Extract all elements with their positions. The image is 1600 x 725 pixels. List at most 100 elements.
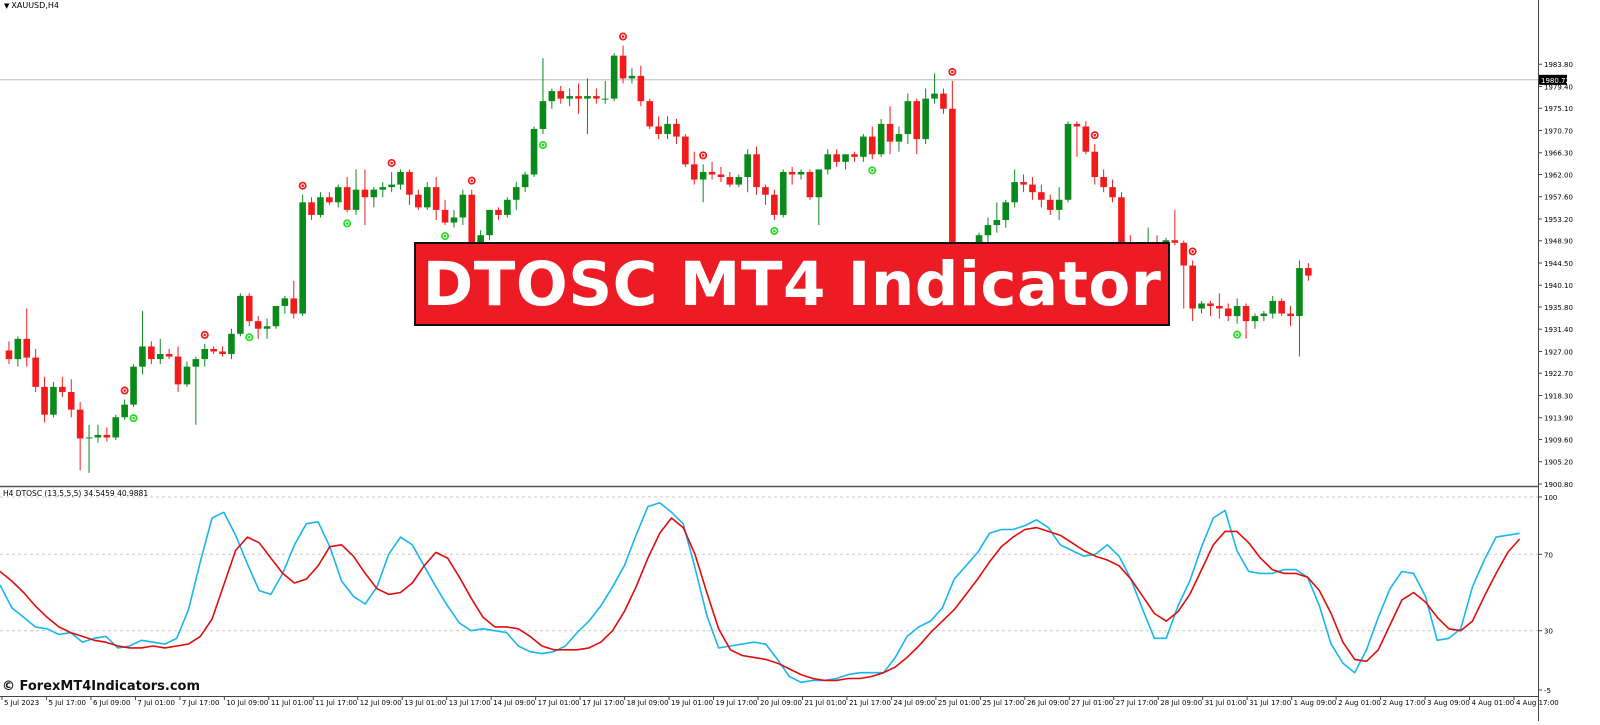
candle	[308, 197, 315, 221]
candle-body	[379, 187, 387, 190]
price-tick-label: 1957.60	[1544, 194, 1573, 202]
candle	[708, 161, 716, 180]
signal-dot	[699, 151, 708, 160]
candle-body	[895, 134, 903, 142]
candle	[299, 194, 306, 317]
candle-body	[699, 171, 707, 180]
current-price-tag	[1539, 74, 1567, 85]
candle-body	[1198, 303, 1205, 309]
candle-body	[575, 96, 582, 99]
candle	[664, 116, 671, 140]
candle-body	[406, 171, 413, 195]
candle	[1189, 260, 1196, 322]
candle-body	[806, 171, 814, 198]
title-banner: DTOSC MT4 Indicator	[414, 242, 1170, 326]
time-tick-label: 13 Jul 01:00	[404, 699, 446, 707]
candle-body	[397, 171, 404, 185]
candle-body	[1180, 242, 1188, 266]
candle-body	[726, 177, 734, 185]
candle	[450, 209, 458, 228]
candle	[32, 348, 39, 392]
candle-body	[877, 123, 885, 155]
candle	[601, 80, 609, 104]
candle-body	[539, 101, 547, 129]
candle-body	[664, 123, 671, 135]
candle	[228, 328, 235, 360]
sell-signal	[120, 386, 129, 395]
candle-body	[779, 171, 787, 215]
candle-body	[842, 154, 849, 162]
candle-body	[1038, 192, 1045, 200]
time-tick-label: 5 Jul 17:00	[48, 699, 86, 707]
signal-dot	[948, 67, 957, 76]
candle-body	[317, 197, 324, 215]
candle-body	[1118, 197, 1125, 246]
candle	[1269, 295, 1277, 319]
signal-ring	[300, 183, 305, 189]
price-tick-label: 1931.40	[1544, 326, 1573, 334]
candle	[174, 346, 182, 392]
candle	[1073, 121, 1081, 157]
candle	[753, 146, 760, 195]
candle-body	[735, 177, 743, 185]
candle-body	[299, 202, 306, 314]
candle	[1091, 144, 1099, 185]
candle-body	[415, 194, 422, 208]
candle	[290, 280, 298, 319]
buy-signal	[245, 333, 254, 342]
candle-body	[41, 386, 48, 415]
signal-dot	[770, 227, 779, 236]
candle	[406, 169, 413, 205]
time-tick-label: 17 Jul 01:00	[538, 699, 580, 707]
candle-body	[628, 75, 636, 79]
time-tick-label: 12 Jul 09:00	[360, 699, 402, 707]
candle	[610, 53, 618, 102]
candle-body	[949, 108, 956, 271]
candle-body	[23, 338, 31, 358]
collapse-triangle-icon: ▼	[4, 2, 10, 10]
candle-body	[281, 298, 289, 306]
candle-body	[1305, 268, 1312, 276]
signal-ring	[620, 34, 626, 39]
time-tick-label: 5 Jul 2023	[4, 699, 39, 707]
time-tick-label: 4 Aug 17:00	[1516, 699, 1559, 707]
candle-body	[50, 386, 57, 415]
signal-dot	[245, 333, 254, 342]
candle-body	[1296, 268, 1303, 317]
candle	[673, 118, 680, 145]
candle-body	[326, 197, 333, 203]
candle	[993, 202, 1001, 233]
candle	[237, 293, 244, 337]
candle	[886, 106, 894, 155]
signal-ring	[950, 69, 955, 75]
candle	[139, 311, 146, 375]
candle-body	[504, 199, 511, 215]
signal-ring	[469, 178, 475, 183]
candle-body	[1082, 126, 1090, 152]
candle-body	[334, 187, 342, 203]
candle	[1296, 260, 1303, 357]
dtosc-fast-line	[0, 501, 1520, 684]
candle-body	[904, 101, 912, 135]
candle-body	[85, 437, 93, 439]
candle	[779, 169, 787, 218]
candle	[548, 88, 556, 109]
candle-body	[165, 354, 173, 357]
signal-ring	[246, 334, 252, 340]
candle	[868, 126, 876, 160]
candle-body	[1233, 305, 1241, 317]
sell-signal	[619, 32, 628, 41]
candle	[379, 182, 387, 198]
candle-body	[5, 350, 13, 360]
time-tick-label: 4 Aug 01:00	[1472, 699, 1515, 707]
candle	[459, 189, 467, 226]
candle	[1260, 311, 1268, 322]
candle-body	[361, 189, 369, 198]
candle	[397, 169, 404, 190]
candle	[717, 166, 725, 183]
signal-ring	[122, 388, 127, 393]
buy-signal	[868, 166, 877, 175]
candle-body	[59, 386, 66, 392]
candle	[317, 192, 324, 218]
candle-body	[584, 96, 591, 99]
